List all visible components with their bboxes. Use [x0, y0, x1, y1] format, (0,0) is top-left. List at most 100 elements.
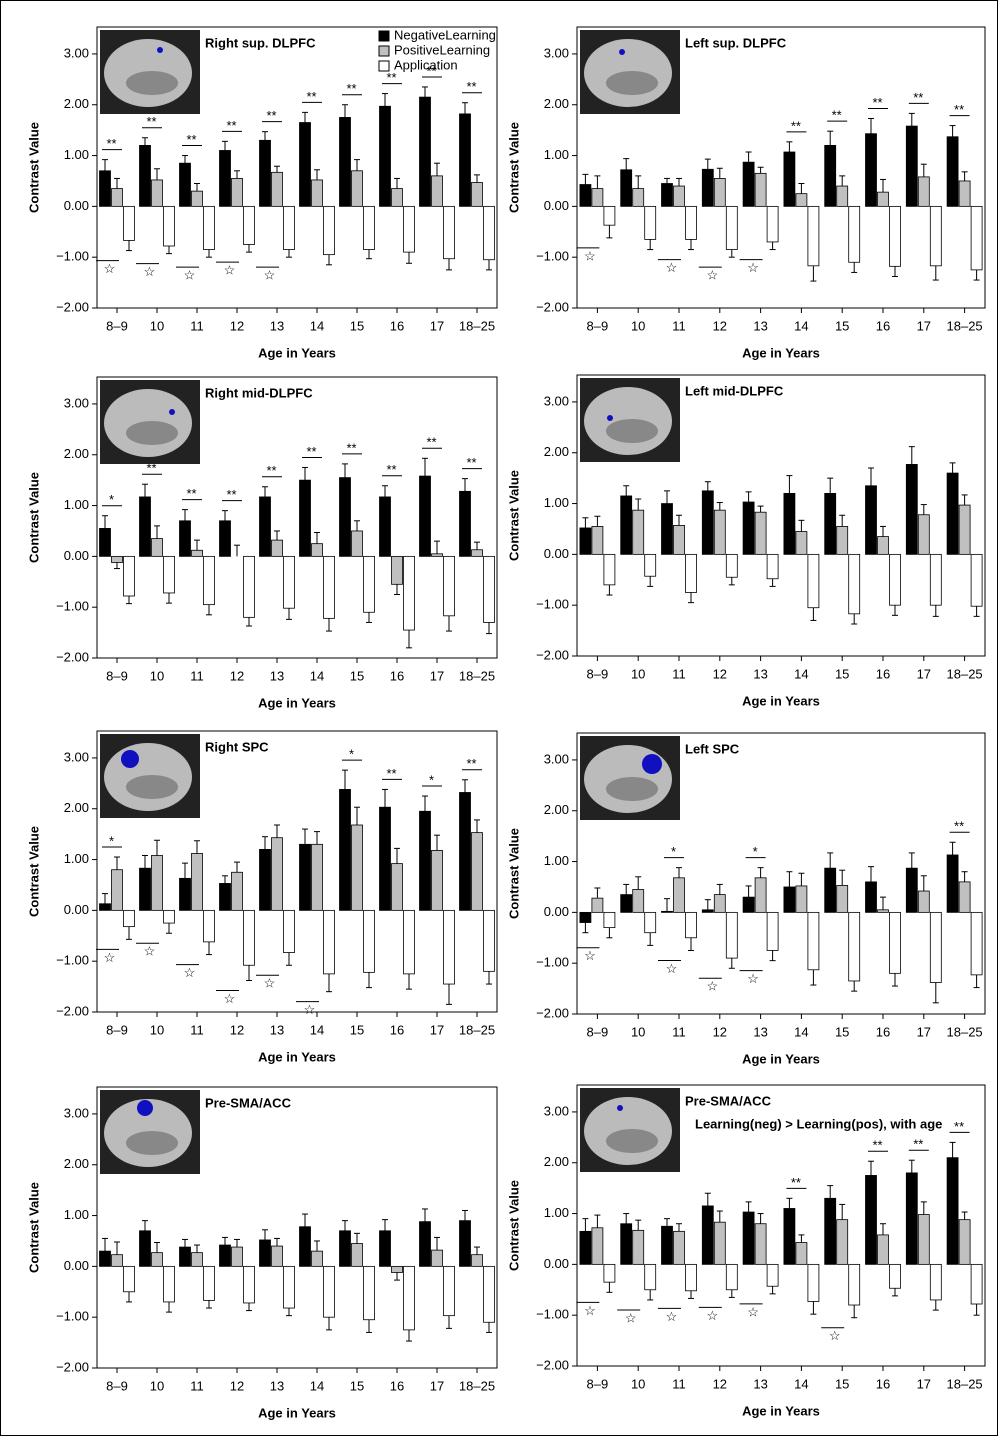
bar — [460, 491, 471, 556]
bar — [726, 206, 737, 249]
x-tick-label: 12 — [713, 1024, 727, 1039]
bar — [140, 497, 151, 556]
significance-mark: * — [109, 833, 114, 848]
bar — [674, 186, 685, 206]
bar — [947, 1158, 958, 1265]
x-axis-label: Age in Years — [742, 345, 820, 360]
x-tick-label: 18–25 — [459, 1378, 495, 1393]
bar — [755, 173, 766, 206]
x-tick-label: 13 — [753, 318, 767, 333]
brain-image — [580, 1088, 680, 1172]
significance-mark: ** — [913, 90, 923, 105]
significance-mark: ** — [306, 444, 316, 459]
bar — [260, 497, 271, 556]
x-tick-label: 14 — [794, 666, 808, 681]
bar — [284, 206, 295, 249]
bar — [726, 1264, 737, 1289]
bar — [930, 206, 941, 265]
bar — [755, 1224, 766, 1265]
brain-image — [580, 736, 680, 820]
bar — [260, 140, 271, 206]
x-tick-label: 14 — [794, 318, 808, 333]
y-axis-label: Contrast Value — [506, 470, 521, 561]
contrast-mark: ☆ — [144, 264, 156, 279]
y-tick-label: 0.00 — [64, 198, 89, 213]
y-tick-label: 0.00 — [544, 198, 569, 213]
brain-roi — [607, 415, 613, 421]
bar — [124, 556, 135, 596]
bar — [714, 510, 725, 554]
bar — [866, 134, 877, 207]
bar — [971, 554, 982, 606]
significance-mark: ** — [791, 118, 801, 133]
bar — [112, 556, 123, 562]
y-tick-label: 3.00 — [64, 1105, 89, 1120]
bar — [472, 1255, 483, 1267]
bar — [674, 878, 685, 913]
y-tick-label: 3.00 — [64, 395, 89, 410]
significance-mark: ** — [266, 108, 276, 123]
x-tick-label: 12 — [230, 668, 244, 683]
bar — [604, 206, 615, 225]
bar — [232, 178, 243, 206]
x-tick-label: 17 — [430, 1378, 444, 1393]
bar — [420, 811, 431, 910]
y-axis-label: Contrast Value — [26, 826, 41, 917]
significance-mark: ** — [386, 462, 396, 477]
bar — [971, 1264, 982, 1304]
x-tick-label: 14 — [310, 318, 324, 333]
bar — [284, 556, 295, 608]
significance-mark: ** — [466, 756, 476, 771]
bar — [324, 556, 335, 618]
brain-image — [100, 380, 200, 464]
bar — [767, 912, 778, 950]
significance-mark: * — [753, 844, 758, 859]
panel-title: Pre-SMA/ACC — [685, 1093, 772, 1108]
x-tick-label: 13 — [753, 666, 767, 681]
brain-inner — [126, 421, 178, 445]
contrast-mark: ☆ — [829, 1328, 841, 1343]
bar — [592, 898, 603, 912]
bar — [164, 206, 175, 246]
significance-mark: ** — [426, 435, 436, 450]
bar — [484, 556, 495, 622]
bar — [392, 189, 403, 207]
bar — [849, 1264, 860, 1305]
y-tick-label: 1.00 — [544, 853, 569, 868]
brain-image — [580, 378, 680, 462]
panel-title: Pre-SMA/ACC — [205, 1095, 292, 1110]
bar — [837, 186, 848, 206]
bar — [702, 169, 713, 206]
significance-mark: ** — [872, 1138, 882, 1153]
bar — [825, 145, 836, 206]
y-tick-label: −2.00 — [56, 1359, 89, 1374]
bar — [244, 556, 255, 617]
panel-title: Right mid-DLPFC — [205, 385, 313, 400]
bar — [284, 910, 295, 952]
y-tick-label: 1.00 — [64, 147, 89, 162]
x-tick-label: 12 — [713, 666, 727, 681]
brain-roi — [617, 1105, 623, 1111]
contrast-mark: ☆ — [224, 263, 236, 278]
bar — [340, 1231, 351, 1267]
x-tick-label: 11 — [190, 1378, 204, 1393]
y-tick-label: 2.00 — [64, 96, 89, 111]
bar — [272, 172, 283, 206]
bar — [272, 1246, 283, 1266]
bar — [837, 885, 848, 912]
bar — [959, 882, 970, 912]
bar — [918, 177, 929, 206]
x-axis-label: Age in Years — [258, 695, 336, 710]
bar — [420, 476, 431, 556]
x-tick-label: 18–25 — [947, 318, 983, 333]
y-axis-label: Contrast Value — [26, 122, 41, 213]
significance-mark: * — [671, 844, 676, 859]
bar — [890, 1264, 901, 1288]
x-tick-label: 15 — [835, 318, 849, 333]
y-tick-label: 2.00 — [544, 444, 569, 459]
significance-mark: ** — [346, 440, 356, 455]
bar — [808, 206, 819, 265]
bar — [260, 1240, 271, 1266]
bar — [592, 1228, 603, 1265]
x-tick-label: 8–9 — [587, 318, 609, 333]
